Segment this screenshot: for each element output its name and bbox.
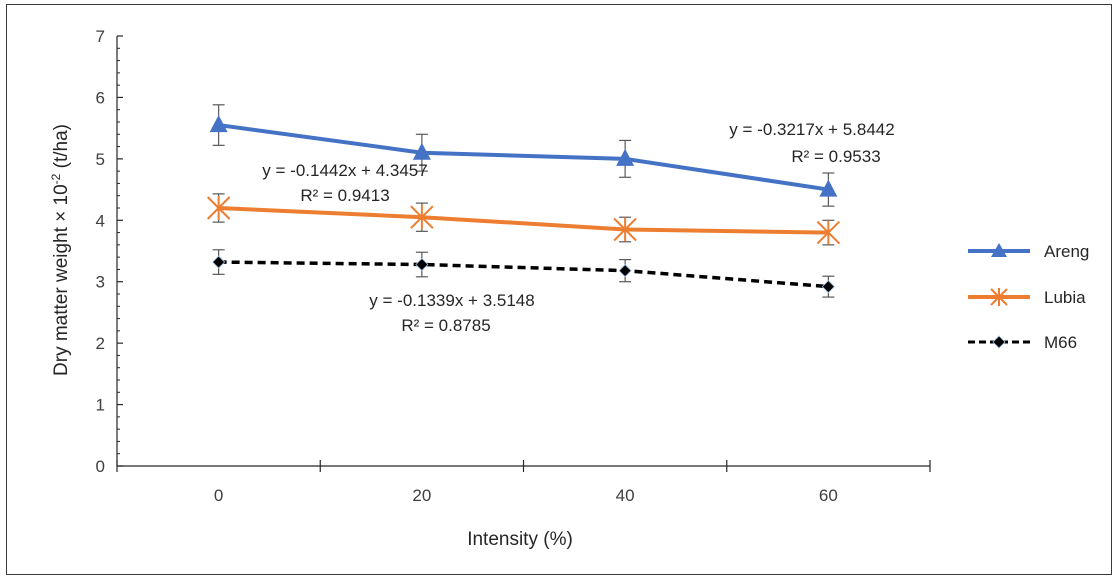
legend-item-areng: Areng bbox=[968, 242, 1089, 261]
data-point-areng bbox=[412, 142, 431, 160]
y-axis-title-exponent: -2 bbox=[49, 173, 63, 184]
data-point-lubia bbox=[613, 217, 637, 242]
y-tick-label: 1 bbox=[96, 396, 105, 415]
data-point-m66 bbox=[415, 257, 429, 272]
x-tick-label: 60 bbox=[819, 486, 838, 505]
legend-label-lubia: Lubia bbox=[1044, 288, 1086, 307]
data-point-lubia bbox=[816, 220, 841, 245]
trendline-r2-m66: R² = 0.8785 bbox=[401, 316, 490, 335]
y-axis-title: Dry matter weight × 10-2 (t/ha) bbox=[49, 124, 72, 376]
data-point-areng bbox=[819, 179, 838, 197]
legend: Areng Lubia M66 bbox=[968, 242, 1089, 352]
series-lines bbox=[218, 123, 829, 289]
legend-label-m66: M66 bbox=[1044, 333, 1077, 352]
data-point-areng bbox=[616, 148, 635, 166]
data-point-areng bbox=[209, 115, 228, 133]
x-tick-label: 20 bbox=[412, 486, 431, 505]
y-axis-title-main: Dry matter weight × 10 bbox=[51, 184, 72, 376]
y-tick-label: 6 bbox=[96, 88, 105, 107]
series-line-lubia bbox=[218, 206, 829, 235]
y-tick-label: 7 bbox=[96, 27, 105, 46]
data-point-lubia bbox=[410, 205, 434, 230]
series-line-areng bbox=[218, 123, 829, 192]
legend-item-lubia: Lubia bbox=[968, 288, 1086, 307]
series-markers bbox=[206, 115, 841, 294]
legend-label-areng: Areng bbox=[1044, 242, 1089, 261]
axes: 0 1 2 3 4 5 6 7 0 20 40 60 bbox=[96, 27, 931, 505]
y-tick-label: 5 bbox=[96, 150, 105, 169]
trendline-eq-m66: y = -0.1339x + 3.5148 bbox=[369, 291, 534, 310]
y-tick-label: 0 bbox=[96, 457, 105, 476]
legend-marker-m66 bbox=[992, 335, 1006, 349]
trendline-r2-areng: R² = 0.9533 bbox=[791, 147, 880, 166]
legend-item-m66: M66 bbox=[968, 333, 1077, 352]
data-point-m66 bbox=[212, 255, 226, 269]
legend-marker-areng bbox=[991, 243, 1007, 257]
chart-frame bbox=[6, 4, 1112, 575]
x-tick-label: 0 bbox=[214, 486, 223, 505]
trendline-eq-areng: y = -0.3217x + 5.8442 bbox=[729, 120, 894, 139]
trendline-r2-lubia: R² = 0.9413 bbox=[300, 186, 389, 205]
legend-marker-lubia bbox=[990, 288, 1008, 306]
y-tick-label: 4 bbox=[96, 211, 105, 230]
y-tick-label: 3 bbox=[96, 273, 105, 292]
x-axis-title: Intensity (%) bbox=[467, 529, 573, 550]
trendline-eq-lubia: y = -0.1442x + 4.3457 bbox=[262, 161, 427, 180]
data-point-m66 bbox=[821, 280, 835, 294]
y-axis-title-unit: (t/ha) bbox=[51, 124, 72, 174]
x-tick-label: 40 bbox=[616, 486, 635, 505]
series-line-m66 bbox=[218, 260, 829, 289]
y-tick-label: 2 bbox=[96, 334, 105, 353]
data-point-lubia bbox=[206, 196, 231, 220]
data-point-m66 bbox=[618, 264, 632, 278]
